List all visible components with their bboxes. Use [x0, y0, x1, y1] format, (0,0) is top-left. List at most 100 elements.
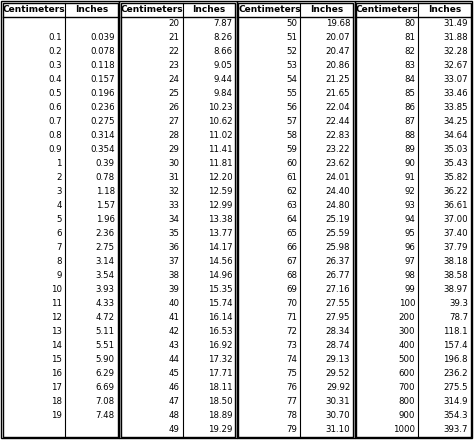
Text: 12.99: 12.99 — [208, 202, 233, 210]
Text: 14.56: 14.56 — [208, 257, 233, 267]
Text: 1.96: 1.96 — [96, 216, 115, 224]
Text: 33.46: 33.46 — [443, 89, 468, 99]
Text: 40: 40 — [169, 300, 180, 308]
Text: 25.98: 25.98 — [326, 243, 350, 253]
Text: 78.7: 78.7 — [449, 313, 468, 323]
Text: 32: 32 — [169, 187, 180, 197]
Text: 69: 69 — [287, 286, 298, 294]
Text: 5.11: 5.11 — [96, 327, 115, 337]
Text: 33: 33 — [169, 202, 180, 210]
Text: 9: 9 — [56, 271, 62, 281]
Text: 43: 43 — [169, 341, 180, 351]
Text: 0.39: 0.39 — [96, 159, 115, 169]
Text: 71: 71 — [286, 313, 298, 323]
Text: 0.6: 0.6 — [48, 103, 62, 113]
Text: 20.07: 20.07 — [326, 33, 350, 43]
Text: Centimeters: Centimeters — [356, 5, 419, 15]
Text: 22.83: 22.83 — [326, 132, 350, 140]
Text: 92: 92 — [404, 187, 415, 197]
Text: 4: 4 — [56, 202, 62, 210]
Text: 0.5: 0.5 — [48, 89, 62, 99]
Text: 38.97: 38.97 — [444, 286, 468, 294]
Text: 1.18: 1.18 — [96, 187, 115, 197]
Text: 38: 38 — [169, 271, 180, 281]
Text: 47: 47 — [169, 397, 180, 407]
Bar — [238, 3, 353, 437]
Bar — [356, 3, 471, 437]
Text: 18.50: 18.50 — [208, 397, 233, 407]
Text: 22: 22 — [169, 48, 180, 56]
Text: 700: 700 — [399, 384, 415, 392]
Text: 31: 31 — [169, 173, 180, 183]
Text: 27.55: 27.55 — [326, 300, 350, 308]
Text: 14.17: 14.17 — [208, 243, 233, 253]
Text: 11.41: 11.41 — [208, 146, 233, 154]
Text: 6: 6 — [56, 230, 62, 238]
Text: 15.35: 15.35 — [208, 286, 233, 294]
Text: 62: 62 — [286, 187, 298, 197]
Text: 86: 86 — [404, 103, 415, 113]
Text: 1000: 1000 — [393, 425, 415, 434]
Bar — [355, 1, 473, 439]
Text: 7.48: 7.48 — [96, 411, 115, 421]
Text: 91: 91 — [404, 173, 415, 183]
Text: 900: 900 — [399, 411, 415, 421]
Text: 82: 82 — [404, 48, 415, 56]
Text: 31.88: 31.88 — [443, 33, 468, 43]
Text: 55: 55 — [286, 89, 298, 99]
Text: 41: 41 — [169, 313, 180, 323]
Text: 74: 74 — [286, 356, 298, 364]
Text: 24: 24 — [169, 76, 180, 84]
Text: 300: 300 — [399, 327, 415, 337]
Text: 20.86: 20.86 — [326, 62, 350, 70]
Text: 9.84: 9.84 — [213, 89, 233, 99]
Text: 25: 25 — [169, 89, 180, 99]
Text: 17: 17 — [51, 384, 62, 392]
Bar — [119, 1, 237, 439]
Text: 36: 36 — [169, 243, 180, 253]
Text: 16.14: 16.14 — [208, 313, 233, 323]
Text: 3.14: 3.14 — [96, 257, 115, 267]
Text: 30: 30 — [169, 159, 180, 169]
Text: 0.314: 0.314 — [90, 132, 115, 140]
Text: 90: 90 — [404, 159, 415, 169]
Text: 98: 98 — [404, 271, 415, 281]
Text: 11.81: 11.81 — [208, 159, 233, 169]
Text: 35.82: 35.82 — [443, 173, 468, 183]
Text: 0.275: 0.275 — [90, 117, 115, 126]
Text: 79: 79 — [287, 425, 298, 434]
Text: 54: 54 — [286, 76, 298, 84]
Text: 20: 20 — [169, 19, 180, 29]
Text: 400: 400 — [399, 341, 415, 351]
Text: 38.18: 38.18 — [443, 257, 468, 267]
Text: 28: 28 — [169, 132, 180, 140]
Text: 3.93: 3.93 — [96, 286, 115, 294]
Text: 0.354: 0.354 — [90, 146, 115, 154]
Text: 35.03: 35.03 — [443, 146, 468, 154]
Text: 45: 45 — [169, 370, 180, 378]
Text: 99: 99 — [404, 286, 415, 294]
Text: 9.44: 9.44 — [213, 76, 233, 84]
Text: Inches: Inches — [75, 5, 108, 15]
Text: 25.59: 25.59 — [326, 230, 350, 238]
Text: 11: 11 — [51, 300, 62, 308]
Text: 72: 72 — [286, 327, 298, 337]
Text: 32.28: 32.28 — [443, 48, 468, 56]
Text: 34: 34 — [169, 216, 180, 224]
Text: 2: 2 — [56, 173, 62, 183]
Text: 30.70: 30.70 — [326, 411, 350, 421]
Text: Centimeters: Centimeters — [120, 5, 183, 15]
Text: 20.47: 20.47 — [326, 48, 350, 56]
Text: 18.11: 18.11 — [208, 384, 233, 392]
Text: 17.32: 17.32 — [208, 356, 233, 364]
Text: 28.34: 28.34 — [326, 327, 350, 337]
Text: 8.66: 8.66 — [213, 48, 233, 56]
Text: 93: 93 — [404, 202, 415, 210]
Text: 0.236: 0.236 — [90, 103, 115, 113]
Text: 12.59: 12.59 — [208, 187, 233, 197]
Text: 39: 39 — [169, 286, 180, 294]
Text: 0.118: 0.118 — [90, 62, 115, 70]
Text: 23.22: 23.22 — [326, 146, 350, 154]
Text: 24.80: 24.80 — [326, 202, 350, 210]
Text: 6.69: 6.69 — [96, 384, 115, 392]
